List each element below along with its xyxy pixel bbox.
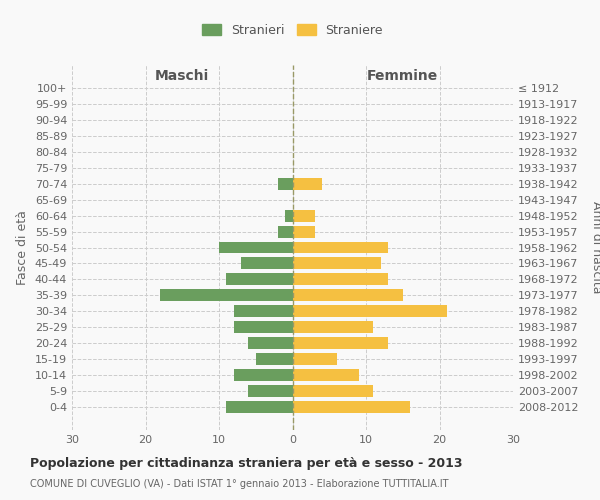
Bar	[293, 402, 410, 413]
Y-axis label: Anni di nascita: Anni di nascita	[590, 201, 600, 294]
Bar	[293, 274, 388, 285]
Bar	[293, 242, 388, 254]
Bar	[293, 290, 403, 302]
Bar	[293, 322, 373, 334]
Bar	[293, 210, 314, 222]
Bar	[226, 274, 293, 285]
Bar	[293, 338, 388, 349]
Bar	[248, 386, 293, 398]
Bar	[293, 226, 314, 237]
Bar	[234, 322, 293, 334]
Bar	[293, 370, 359, 382]
Text: COMUNE DI CUVEGLIO (VA) - Dati ISTAT 1° gennaio 2013 - Elaborazione TUTTITALIA.I: COMUNE DI CUVEGLIO (VA) - Dati ISTAT 1° …	[30, 479, 449, 489]
Bar	[248, 338, 293, 349]
Bar	[278, 178, 293, 190]
Bar	[256, 354, 293, 366]
Bar	[293, 258, 381, 270]
Text: Popolazione per cittadinanza straniera per età e sesso - 2013: Popolazione per cittadinanza straniera p…	[30, 458, 463, 470]
Bar	[293, 386, 373, 398]
Bar	[293, 354, 337, 366]
Bar	[226, 402, 293, 413]
Y-axis label: Fasce di età: Fasce di età	[16, 210, 29, 285]
Bar	[241, 258, 293, 270]
Bar	[293, 178, 322, 190]
Bar	[160, 290, 293, 302]
Bar	[234, 306, 293, 318]
Bar	[234, 370, 293, 382]
Bar	[219, 242, 293, 254]
Text: Maschi: Maschi	[155, 70, 209, 84]
Legend: Stranieri, Straniere: Stranieri, Straniere	[198, 20, 387, 40]
Bar	[293, 306, 447, 318]
Bar	[278, 226, 293, 237]
Text: Femmine: Femmine	[367, 70, 439, 84]
Bar	[285, 210, 293, 222]
